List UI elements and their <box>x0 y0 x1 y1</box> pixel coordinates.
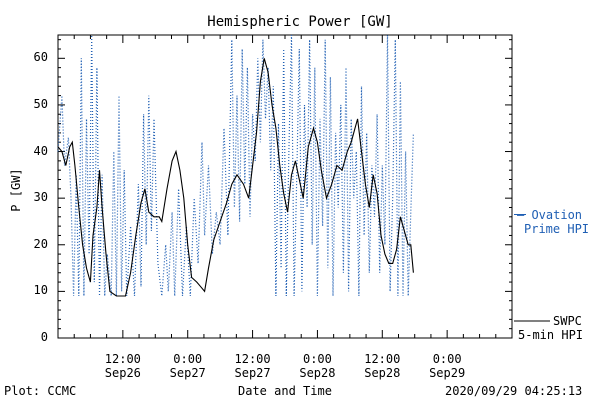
y-tick-label: 30 <box>33 190 48 205</box>
x-tick-date-label: Sep28 <box>299 366 336 380</box>
x-tick-time-label: 0:00 <box>173 352 203 366</box>
legend-ovation-line1: — Ovation <box>517 208 583 222</box>
legend-swpc-line1: SWPC <box>553 314 582 328</box>
plot-series <box>57 34 414 297</box>
x-tick-date-label: Sep26 <box>104 366 141 380</box>
legend-swpc-line2: 5-min HPI <box>518 328 584 342</box>
x-tick-date-label: Sep27 <box>234 366 271 380</box>
legend-lines <box>514 214 550 322</box>
chart-title: Hemispheric Power [GW] <box>207 14 393 30</box>
plot-axes <box>57 34 513 339</box>
y-tick-label: 50 <box>33 96 48 111</box>
x-tick-date-label: Sep29 <box>429 366 466 380</box>
series-swpc-line <box>57 58 414 297</box>
x-tick-date-label: Sep27 <box>169 366 206 380</box>
y-tick-label: 0 <box>40 330 48 344</box>
y-tick-label: 20 <box>33 236 48 251</box>
x-tick-time-label: 12:00 <box>104 352 141 366</box>
legend-ovation-line2: Prime HPI <box>524 222 590 236</box>
x-tick-time-label: 0:00 <box>432 352 462 366</box>
x-tick-time-label: 12:00 <box>364 352 401 366</box>
series-ovation-line <box>57 34 414 297</box>
footer-timestamp: 2020/09/29 04:25:13 <box>445 384 583 398</box>
footer-credit: Plot: CCMC <box>4 384 77 398</box>
y-tick-label: 40 <box>33 143 48 158</box>
y-tick-label: 10 <box>33 283 48 298</box>
footer-x-axis-title: Date and Time <box>238 384 332 398</box>
y-tick-label: 60 <box>33 50 48 65</box>
x-tick-time-label: 12:00 <box>234 352 271 366</box>
x-tick-time-label: 0:00 <box>302 352 332 366</box>
x-tick-date-label: Sep28 <box>364 366 401 380</box>
